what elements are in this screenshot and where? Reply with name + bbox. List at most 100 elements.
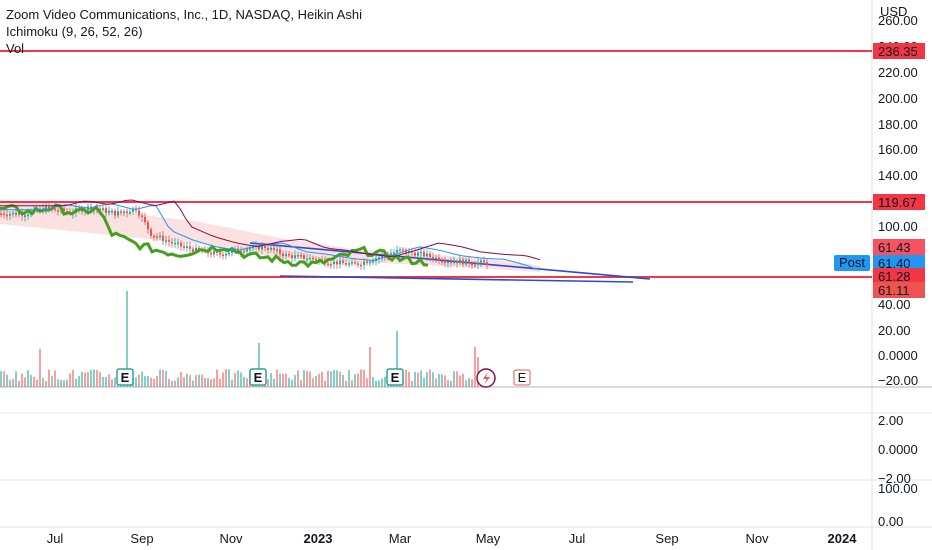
volume-bar — [246, 378, 248, 387]
volume-bar — [21, 373, 23, 387]
candle-body — [210, 253, 212, 255]
volume-bar — [210, 379, 212, 387]
volume-bar — [96, 369, 98, 387]
candle-body — [135, 208, 137, 211]
candle-body — [144, 216, 146, 223]
ichimoku-lagging-span — [0, 203, 429, 269]
time-tick-label: Sep — [130, 531, 153, 546]
volume-bar — [369, 347, 371, 387]
candle-body — [183, 246, 185, 248]
price-label-text: 61.43 — [878, 240, 911, 255]
trendline — [249, 242, 651, 280]
volume-bar — [297, 370, 299, 387]
volume-bar — [417, 372, 419, 387]
volume-bar — [471, 379, 473, 387]
volume-bar — [156, 376, 158, 387]
candle-body — [291, 255, 293, 259]
candle-body — [57, 210, 59, 212]
candle-body — [438, 257, 440, 261]
earnings-icon — [249, 368, 267, 386]
candle-body — [264, 245, 266, 249]
volume-bar — [450, 380, 452, 387]
volume-bar — [282, 373, 284, 387]
volume-bar — [99, 371, 101, 387]
pane3-tick-label: 2.00 — [878, 413, 903, 428]
candle-body — [309, 257, 311, 260]
volume-bar — [78, 376, 80, 387]
legend-title: Zoom Video Communications, Inc., 1D, NAS… — [6, 7, 362, 22]
volume-bar — [303, 369, 305, 387]
time-tick-label: Nov — [745, 531, 769, 546]
volume-bar — [312, 378, 314, 387]
candle-body — [288, 254, 290, 256]
price-tick-label: 40.00 — [878, 297, 911, 312]
candle-body — [162, 235, 164, 241]
candle-body — [420, 251, 422, 254]
post-badge-label: Post — [839, 255, 865, 270]
volume-bar — [420, 370, 422, 387]
lightning-icon — [483, 372, 490, 385]
candle-body — [177, 242, 179, 245]
price-tick-label: 20.00 — [878, 323, 911, 338]
chart-legend: Zoom Video Communications, Inc., 1D, NAS… — [6, 6, 362, 57]
volume-bar — [183, 377, 185, 387]
candle-body — [0, 213, 2, 215]
volume-bar — [438, 374, 440, 387]
volume-bar — [258, 343, 260, 387]
volume-bar — [309, 371, 311, 387]
candle-body — [195, 247, 197, 252]
volume-bar — [111, 379, 113, 387]
volume-bar — [432, 372, 434, 387]
pane4-tick-label: 100.00 — [878, 481, 918, 496]
volume-bar — [405, 369, 407, 387]
candle-body — [180, 242, 182, 247]
volume-bar — [363, 370, 365, 387]
volume-bar — [465, 380, 467, 387]
volume-bar — [468, 378, 470, 387]
candle-body — [465, 259, 467, 265]
volume-bar — [462, 373, 464, 387]
volume-bar — [384, 376, 386, 387]
time-tick-label: Nov — [219, 531, 243, 546]
candle-body — [396, 250, 398, 253]
volume-bar — [36, 379, 38, 387]
candle-body — [270, 247, 272, 250]
candle-body — [459, 259, 461, 264]
price-label-badge — [873, 194, 925, 210]
candle-body — [474, 264, 476, 266]
post-badge — [834, 255, 870, 271]
candle-body — [99, 208, 101, 211]
price-tick-label: −20.00 — [878, 373, 918, 388]
volume-bar — [459, 375, 461, 387]
candle-body — [372, 261, 374, 263]
candle-body — [138, 210, 140, 216]
candle-body — [429, 253, 431, 257]
time-tick-label: Jul — [569, 531, 586, 546]
candle-body — [114, 210, 116, 216]
volume-bar — [213, 378, 215, 387]
candle-body — [393, 252, 395, 254]
price-label-badge — [873, 43, 925, 59]
volume-bar — [189, 375, 191, 387]
candle-body — [225, 253, 227, 256]
volume-bar — [174, 380, 176, 387]
volume-bar — [84, 372, 86, 387]
volume-bar — [105, 376, 107, 387]
candle-body — [216, 251, 218, 253]
volume-bar — [342, 374, 344, 387]
volume-bar — [171, 380, 173, 387]
volume-bar — [225, 369, 227, 387]
volume-bar — [153, 378, 155, 387]
price-label-text: 119.67 — [878, 195, 917, 210]
candle-body — [297, 255, 299, 257]
volume-bar — [18, 380, 20, 387]
trendline — [279, 275, 634, 283]
candle-body — [141, 215, 143, 217]
candle-body — [345, 262, 347, 265]
earnings-icon — [386, 368, 404, 386]
volume-bar — [207, 377, 209, 387]
volume-bar — [81, 371, 83, 387]
candle-body — [453, 261, 455, 263]
price-tick-label: 260.00 — [878, 13, 918, 28]
